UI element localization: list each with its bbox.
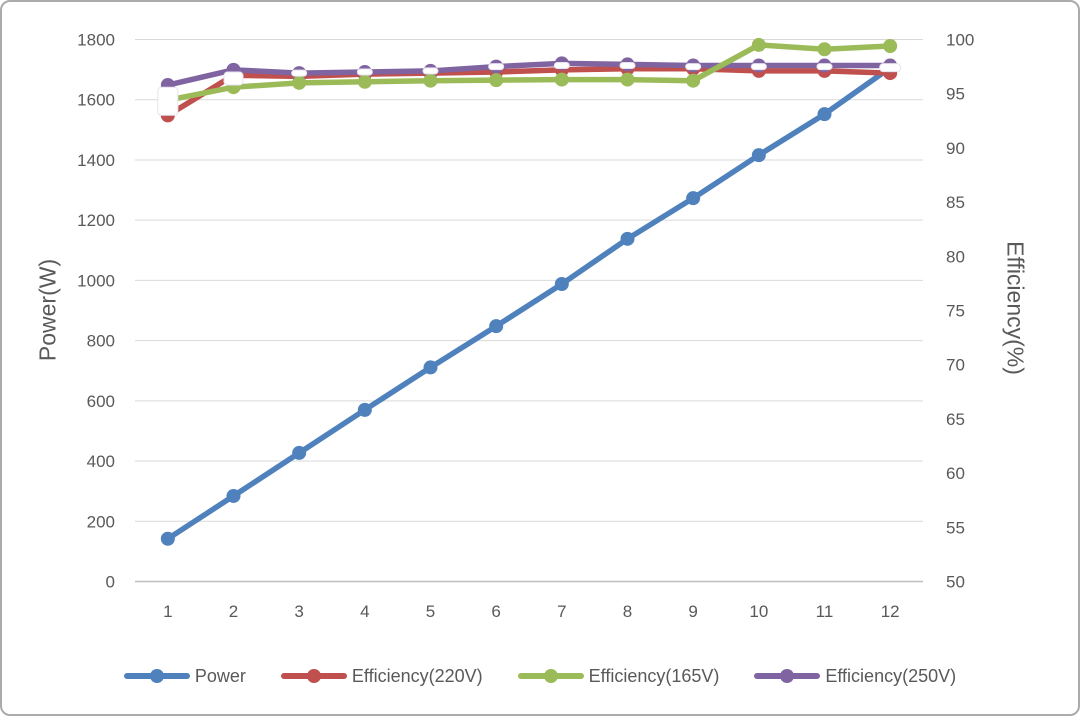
x-axis-tick-label: 4 (360, 602, 369, 621)
legend-item-power: Power (123, 665, 246, 687)
series-line-efficiency-220v (165, 66, 893, 119)
right-axis-tick-label: 80 (946, 247, 965, 266)
series-marker-efficiency-165v (620, 72, 635, 87)
white-dash-marker (157, 86, 179, 116)
white-dash-marker (553, 62, 570, 70)
x-axis-tick-label: 2 (229, 602, 238, 621)
right-axis-tick-label: 55 (946, 518, 965, 537)
series-marker-power (620, 231, 635, 246)
white-dash-marker (879, 63, 902, 73)
white-dash-marker (422, 67, 439, 75)
right-axis-tick-label: 65 (946, 410, 965, 429)
series-line-efficiency-250v (165, 60, 893, 88)
right-axis-tick-label: 85 (946, 193, 965, 212)
legend-circle-icon (306, 669, 321, 683)
x-axis-tick-label: 10 (749, 602, 768, 621)
left-axis-tick-label: 800 (87, 332, 115, 351)
series-marker-efficiency-165v (357, 74, 372, 89)
left-axis-tick-label: 0 (106, 573, 115, 592)
series-marker-power (226, 488, 241, 503)
legend-item-efficiency-250v: Efficiency(250V) (754, 666, 956, 687)
white-dash-marker (685, 63, 702, 71)
right-axis-tick-label: 60 (946, 464, 965, 483)
legend-label: Efficiency(220V) (351, 665, 483, 686)
white-dash-marker (816, 63, 833, 71)
series-marker-efficiency-165v (686, 73, 701, 88)
chart-legend: Power Efficiency(220V) Efficiency(165V) Eff… (2, 662, 1078, 690)
x-axis-tick-label: 11 (816, 602, 834, 621)
left-axis-tick-label: 1000 (77, 271, 115, 290)
legend-label: Efficiency(250V) (825, 665, 957, 686)
white-dash-marker (488, 63, 505, 71)
x-axis-tick-label: 3 (294, 602, 303, 621)
left-axis-tick-label: 200 (87, 512, 115, 531)
x-axis-tick-label: 5 (426, 602, 435, 621)
series-marker-efficiency-165v (423, 73, 438, 88)
legend-circle-icon (543, 669, 558, 683)
x-axis-tick-label: 7 (557, 602, 566, 621)
series-marker-power (686, 191, 701, 206)
left-axis-tick-label: 1600 (77, 91, 115, 110)
legend-line-circle-icon (280, 669, 347, 683)
legend-item-efficiency-220v: Efficiency(220V) (280, 665, 483, 687)
right-axis-tick-label: 90 (946, 139, 965, 158)
legend-line-circle-icon (123, 669, 190, 683)
series-marker-power (554, 277, 569, 292)
series-marker-efficiency-165v (751, 37, 766, 52)
right-axis-tick-label: 70 (946, 356, 965, 375)
series-marker-power (751, 148, 766, 163)
series-marker-efficiency-165v (292, 75, 307, 90)
left-axis-title: Power(W) (34, 258, 61, 362)
x-axis-tick-label: 12 (881, 602, 900, 621)
legend-label: Power (194, 665, 246, 686)
legend-line-circle-icon (517, 669, 584, 683)
white-dash-marker (223, 71, 244, 86)
right-axis-tick-label: 100 (946, 31, 974, 50)
white-dash-marker (750, 63, 767, 71)
legend-circle-icon (780, 669, 795, 683)
legend-label: Efficiency(165V) (588, 665, 720, 686)
series-marker-efficiency-165v (883, 39, 898, 54)
series-marker-power (357, 402, 372, 417)
series-marker-power (423, 360, 438, 375)
white-dash-marker (291, 69, 308, 77)
x-axis-tick-label: 8 (623, 602, 632, 621)
right-axis-tick-label: 50 (946, 573, 965, 592)
left-axis-tick-label: 600 (87, 392, 115, 411)
legend-item-efficiency-165v: Efficiency(165V) (517, 665, 720, 687)
series-marker-efficiency-165v (554, 72, 569, 87)
white-dash-marker (356, 68, 373, 76)
series-marker-efficiency-165v (489, 73, 504, 88)
right-axis-tick-label: 75 (946, 302, 965, 321)
x-axis-tick-label: 1 (163, 602, 172, 621)
legend-circle-icon (149, 669, 164, 683)
left-axis-tick-label: 1400 (77, 151, 115, 170)
x-axis-tick-label: 9 (688, 602, 697, 621)
right-axis-tick-label: 95 (946, 85, 965, 104)
series-line-efficiency-165v (165, 42, 893, 103)
x-axis-tick-label: 6 (491, 602, 500, 621)
white-dash-marker (619, 62, 636, 70)
chart-plot-svg: 0 200 400 600 800 1000 1200 1400 1600 1800 50 55 60 6… (77, 31, 974, 622)
left-axis-tick-label: 1200 (77, 211, 115, 230)
series-marker-power (292, 445, 307, 460)
series-marker-power (489, 319, 504, 334)
series-line-power (165, 65, 893, 542)
left-axis-tick-label: 1800 (77, 31, 115, 50)
left-axis-tick-label: 400 (87, 452, 115, 471)
legend-line-circle-icon (754, 669, 821, 683)
series-marker-power (817, 107, 832, 122)
series-marker-power (160, 531, 175, 546)
right-axis-title: Efficiency(%) (1002, 241, 1029, 375)
series-marker-efficiency-165v (817, 42, 832, 57)
